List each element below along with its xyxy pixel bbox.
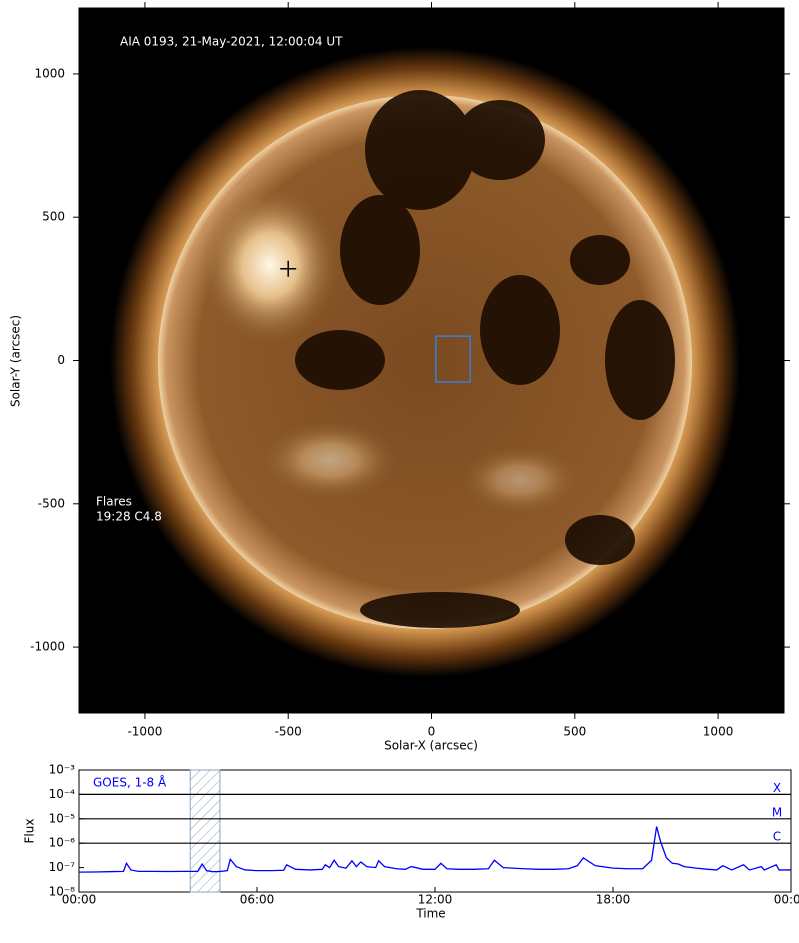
x-tick-label: 00:00: [62, 893, 97, 907]
y-tick-label: 10⁻⁸: [49, 885, 76, 899]
y-tick-label: -500: [38, 496, 65, 510]
level-label: M: [772, 805, 782, 819]
y-tick-label: 0: [57, 353, 65, 367]
level-label: X: [773, 781, 781, 795]
coronal-holes: [295, 90, 675, 628]
x-tick-label: 12:00: [418, 893, 453, 907]
x-tick-label: 1000: [703, 725, 734, 739]
x-tick-label: 0: [428, 725, 436, 739]
active-region: [460, 445, 580, 515]
x-tick-label: 06:00: [240, 893, 275, 907]
y-tick-label: 10⁻³: [49, 763, 76, 777]
y-tick-label: 10⁻⁴: [49, 787, 76, 801]
flare-entry: 19:28 C4.8: [96, 510, 162, 524]
active-region: [260, 420, 400, 500]
flux-line: [78, 826, 791, 873]
level-label: C: [773, 830, 781, 844]
shaded-span: [189, 769, 221, 893]
y-tick-label: 500: [42, 210, 65, 224]
flare-marker: [280, 260, 297, 277]
flare-heading: Flares: [96, 495, 132, 509]
y-tick-label: 1000: [34, 66, 65, 80]
sun-image: [110, 47, 740, 677]
x-tick-label: 00:00: [774, 893, 799, 907]
x-axis-label: Solar-X (arcsec): [384, 739, 478, 753]
x-tick-label: 18:00: [596, 893, 631, 907]
x-tick-label: 500: [563, 725, 586, 739]
y-axis-label: Flux: [23, 819, 37, 844]
active-region: [200, 185, 340, 345]
legend-label: GOES, 1-8 Å: [93, 775, 167, 790]
x-axis-label: Time: [415, 907, 445, 921]
y-tick-label: 10⁻⁷: [49, 860, 76, 874]
y-tick-label: 10⁻⁵: [49, 811, 76, 825]
image-title: AIA 0193, 21-May-2021, 12:00:04 UT: [120, 35, 343, 49]
y-tick-label: 10⁻⁶: [49, 836, 76, 850]
y-tick-label: -1000: [30, 640, 65, 654]
x-tick-label: -1000: [127, 725, 162, 739]
y-axis-label: Solar-Y (arcsec): [9, 315, 23, 407]
x-tick-label: -500: [275, 725, 302, 739]
region-box: [435, 335, 471, 383]
axes-frame: [78, 769, 792, 893]
